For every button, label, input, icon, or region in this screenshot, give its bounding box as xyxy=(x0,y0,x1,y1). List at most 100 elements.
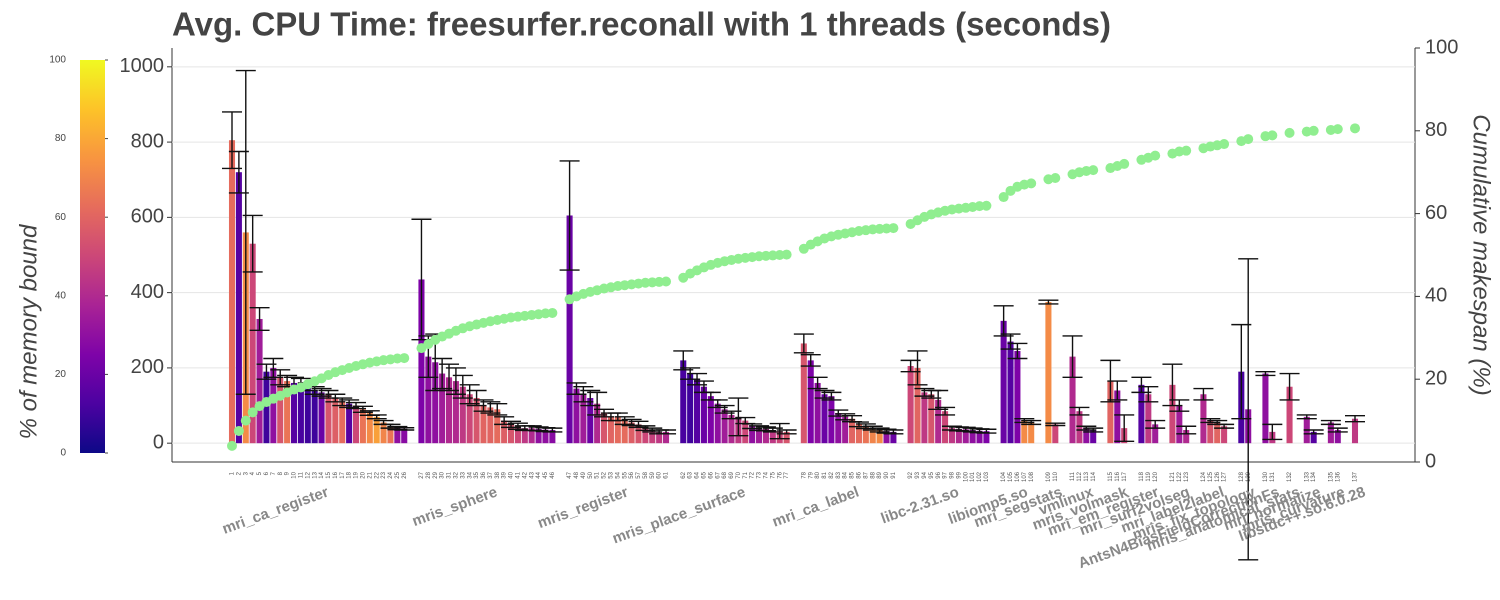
bar xyxy=(594,403,601,444)
bar xyxy=(663,431,670,444)
bar xyxy=(1076,411,1083,444)
y2-tick-label: 100 xyxy=(1425,36,1458,58)
bar xyxy=(256,318,263,444)
x-tick-label: 60 xyxy=(657,471,663,478)
x-tick-label: 101 xyxy=(970,471,976,482)
x-tick-label: 35 xyxy=(474,471,480,478)
x-tick-label: 8 xyxy=(278,471,284,475)
bar xyxy=(835,413,842,444)
bar xyxy=(494,409,501,444)
x-tick-label: 58 xyxy=(643,471,649,478)
cumulative-point xyxy=(1088,165,1099,176)
bar xyxy=(346,403,353,444)
bar xyxy=(1045,302,1052,444)
group-label: mris_register xyxy=(535,483,630,532)
x-tick-label: 120 xyxy=(1153,471,1159,482)
x-tick-label: 80 xyxy=(815,471,821,478)
x-tick-label: 124 xyxy=(1201,471,1207,482)
bar xyxy=(439,373,446,444)
x-tick-label: 79 xyxy=(808,471,814,478)
x-tick-label: 51 xyxy=(595,471,601,478)
x-tick-label: 87 xyxy=(863,471,869,478)
x-tick-label: 118 xyxy=(1139,471,1145,481)
cumulative-point xyxy=(781,249,792,260)
x-tick-label: 125 xyxy=(1208,471,1214,482)
x-tick-label: 47 xyxy=(567,471,573,478)
x-tick-label: 19 xyxy=(354,471,360,478)
x-tick-label: 78 xyxy=(801,471,807,478)
x-tick-label: 91 xyxy=(891,471,897,478)
chart-title: Avg. CPU Time: freesurfer.reconall with … xyxy=(172,6,1111,43)
bar xyxy=(928,394,935,444)
x-tick-label: 82 xyxy=(829,471,835,478)
y2-axis-label: Cumulative makespan (%) xyxy=(1468,114,1495,395)
x-tick-label: 132 xyxy=(1287,471,1293,482)
x-tick-label: 33 xyxy=(460,471,466,478)
x-tick-label: 56 xyxy=(629,471,635,478)
bar xyxy=(297,382,304,444)
cumulative-point xyxy=(1150,150,1161,161)
cumulative-point xyxy=(1332,124,1343,135)
bar xyxy=(1052,424,1059,444)
bar xyxy=(642,428,649,444)
cumulative-point xyxy=(1119,158,1130,169)
bar xyxy=(607,416,614,444)
cumulative-point xyxy=(1181,145,1192,156)
bar xyxy=(332,398,339,444)
x-tick-label: 66 xyxy=(708,471,714,478)
y-tick-label: 1000 xyxy=(120,55,165,77)
bar xyxy=(549,430,556,444)
x-tick-label: 22 xyxy=(374,471,380,478)
colorbar-tick-label: 20 xyxy=(55,369,67,380)
bar xyxy=(614,416,621,444)
bar xyxy=(769,430,776,444)
cumulative-point xyxy=(1350,123,1360,134)
x-tick-label: 63 xyxy=(688,471,694,478)
bar xyxy=(1310,431,1317,444)
x-tick-label: 102 xyxy=(977,471,983,482)
x-tick-label: 12 xyxy=(305,471,311,478)
bar xyxy=(401,428,408,444)
x-tick-label: 85 xyxy=(850,471,856,478)
cumulative-point xyxy=(1267,130,1278,141)
bar xyxy=(742,420,749,444)
bar xyxy=(694,379,701,444)
x-tick-label: 94 xyxy=(922,471,928,478)
bar xyxy=(842,416,849,444)
x-tick-label: 93 xyxy=(915,471,921,478)
bar xyxy=(656,431,663,444)
x-tick-label: 95 xyxy=(929,471,935,478)
x-tick-label: 65 xyxy=(702,471,708,478)
bar xyxy=(890,431,897,444)
bar xyxy=(855,424,862,444)
colorbar-tick-label: 40 xyxy=(55,290,67,301)
bar xyxy=(228,140,236,444)
bar xyxy=(387,426,394,444)
bar xyxy=(1000,320,1007,444)
bar xyxy=(263,371,270,444)
bar xyxy=(783,431,790,444)
x-tick-label: 131 xyxy=(1270,471,1276,482)
x-tick-label: 75 xyxy=(770,471,776,478)
bar xyxy=(1262,373,1269,444)
x-tick-label: 69 xyxy=(729,471,735,478)
bar xyxy=(807,360,814,444)
cumulative-point xyxy=(1219,139,1230,150)
y-tick-label: 0 xyxy=(153,431,164,453)
bar xyxy=(1028,422,1035,444)
bar xyxy=(728,414,735,444)
x-tick-label: 7 xyxy=(271,471,277,475)
bar xyxy=(1145,394,1152,444)
bar xyxy=(432,362,439,444)
x-tick-label: 119 xyxy=(1146,471,1152,481)
x-tick-label: 135 xyxy=(1328,471,1334,482)
bar xyxy=(573,388,580,444)
bar xyxy=(700,386,707,444)
bar xyxy=(466,394,473,444)
y-tick-label: 200 xyxy=(131,356,164,378)
x-tick-label: 11 xyxy=(298,471,304,478)
x-tick-label: 105 xyxy=(1008,471,1014,482)
x-tick-label: 126 xyxy=(1215,471,1221,482)
x-tick-label: 55 xyxy=(622,471,628,478)
bar xyxy=(821,394,828,444)
